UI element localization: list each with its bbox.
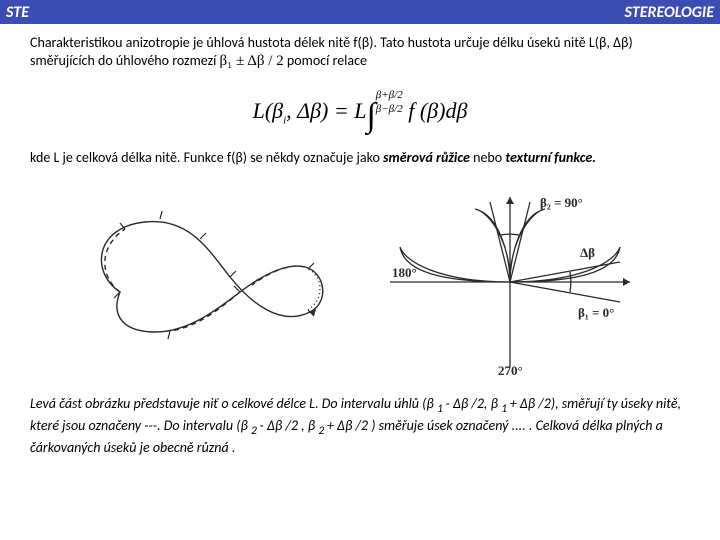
paragraph-2: kde L je celková délka nitě. Funkce f(β)… [30,149,690,167]
p2c: nebo [470,149,505,166]
figure-right-rosette: 180° 270° β₁ = 0° β₂ = 90° Δβ [380,187,640,377]
figure-left-thread [80,197,340,367]
p2a: kde L je celková délka nitě. Funkce f(β)… [30,149,383,166]
label-db: Δβ [580,245,595,260]
paragraph-1: Charakteristikou anizotropie je úhlová h… [30,34,690,72]
cap-s2: 1 [501,402,510,416]
header-left: STE [6,3,29,22]
p1-text-b: pomocí relace [287,52,367,69]
formula-lhs: L(β [253,98,284,123]
p2d: texturní funkce. [505,149,596,166]
figure-row: 180° 270° β₁ = 0° β₂ = 90° Δβ [30,187,690,377]
page-content: Charakteristikou anizotropie je úhlová h… [0,24,720,457]
formula-block: L(βi, Δβ) = L∫β+β/2β−β/2 f (β)dβ [30,86,690,135]
header-right: STEREOLOGIE [625,3,714,22]
cap4: - Δβ /2 , β [260,417,319,434]
formula-upper: β+β/2 [376,89,403,101]
formula-lower: β−β/2 [376,103,403,115]
header-bar: STE STEREOLOGIE [0,0,720,24]
label-b2: β₂ = 90° [540,195,583,210]
formula: L(βi, Δβ) = L∫β+β/2β−β/2 f (β)dβ [253,86,468,135]
figure-caption: Levá část obrázku představuje niť o celk… [30,395,690,457]
label-270: 270° [498,363,523,377]
p2b: směrová růžice [383,149,470,166]
cap2: - Δβ /2, β [446,395,502,412]
formula-lhs2: , Δβ) = L [286,98,366,123]
cap-s4: 2 [318,424,327,438]
cap1: Levá část obrázku představuje niť o celk… [30,395,437,412]
integral-sign: ∫ [366,97,375,134]
formula-rhs: f (β)dβ [403,98,468,123]
cap-s1: 1 [437,402,446,416]
p1-inline-relation: β₁ ± Δβ / 2 [220,52,284,72]
label-180: 180° [392,265,417,280]
label-b1: β₁ = 0° [578,305,614,320]
cap-s3: 2 [251,424,260,438]
